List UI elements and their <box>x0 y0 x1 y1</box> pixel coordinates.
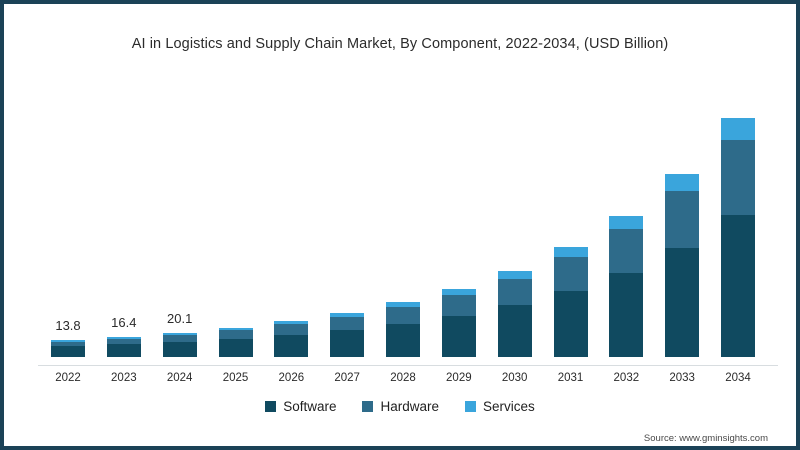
legend-swatch-icon <box>265 401 277 412</box>
x-tick-2029: 2029 <box>446 372 472 384</box>
x-tick-2027: 2027 <box>334 372 360 384</box>
bar-segment-services-2031 <box>553 247 588 258</box>
bar-segment-software-2026 <box>274 334 309 357</box>
bar-2029[interactable] <box>441 288 476 357</box>
bar-segment-hardware-2028 <box>386 307 420 324</box>
bar-segment-hardware-2032 <box>609 228 644 273</box>
x-tick-2031: 2031 <box>557 372 584 384</box>
legend-label: Hardware <box>380 399 440 414</box>
bar-value-label-2023: 16.4 <box>111 315 137 331</box>
bar-segment-software-2024 <box>162 341 197 357</box>
bar-segment-hardware-2030 <box>497 278 532 305</box>
bar-segment-services-2033 <box>665 174 700 191</box>
bar-2028[interactable] <box>386 302 420 357</box>
bar-segment-software-2030 <box>497 305 532 357</box>
bar-2032[interactable] <box>609 216 644 357</box>
bar-segment-hardware-2034 <box>721 139 755 216</box>
bar-segment-services-2026 <box>274 321 309 325</box>
bar-segment-hardware-2025 <box>218 330 253 339</box>
bar-segment-services-2034 <box>721 118 755 140</box>
bar-2026[interactable] <box>274 321 309 357</box>
bar-2027[interactable] <box>330 313 365 357</box>
bar-segment-hardware-2023 <box>106 338 141 345</box>
x-tick-2024: 2024 <box>166 372 193 384</box>
bar-segment-software-2033 <box>665 248 700 357</box>
x-tick-2025: 2025 <box>222 372 249 384</box>
bar-2034[interactable] <box>721 118 755 357</box>
bar-segment-hardware-2033 <box>665 190 700 249</box>
bar-segment-services-2025 <box>218 327 253 331</box>
bar-2022[interactable]: 13.8 <box>51 318 85 357</box>
x-tick-2032: 2032 <box>613 372 640 384</box>
bar-segment-software-2027 <box>330 330 365 357</box>
x-tick-2026: 2026 <box>278 372 305 384</box>
bar-segment-software-2023 <box>106 344 141 357</box>
bar-segment-services-2032 <box>609 216 644 229</box>
bar-segment-services-2028 <box>386 302 420 308</box>
bar-segment-software-2028 <box>386 323 420 357</box>
legend-item-software[interactable]: Software <box>265 399 336 414</box>
legend-swatch-icon <box>362 401 374 412</box>
legend-label: Software <box>283 399 337 414</box>
legend-swatch-icon <box>465 401 477 412</box>
x-tick-2028: 2028 <box>390 372 416 384</box>
bar-segment-software-2025 <box>218 338 253 357</box>
bar-value-label-2024: 20.1 <box>167 310 193 326</box>
x-tick-2030: 2030 <box>501 372 528 384</box>
bar-segment-hardware-2022 <box>51 341 85 347</box>
bar-2023[interactable]: 16.4 <box>106 315 141 357</box>
chart-canvas: AI in Logistics and Supply Chain Market,… <box>8 8 792 444</box>
bar-segment-services-2023 <box>106 337 141 339</box>
x-tick-2023: 2023 <box>111 372 137 384</box>
bar-value-label-2022: 13.8 <box>55 318 81 334</box>
bar-2031[interactable] <box>553 247 588 357</box>
bar-segment-hardware-2027 <box>330 317 365 331</box>
bar-segment-hardware-2031 <box>553 257 588 292</box>
bar-segment-services-2030 <box>497 270 532 279</box>
bar-2025[interactable] <box>218 327 253 357</box>
bar-segment-services-2024 <box>162 332 197 335</box>
x-axis-line <box>38 365 778 366</box>
source-caption: Source: www.gminsights.com <box>643 433 768 444</box>
bar-segment-software-2034 <box>721 215 755 357</box>
chart-legend: Software Hardware Services <box>8 399 792 414</box>
bar-segment-software-2022 <box>51 346 85 357</box>
x-tick-2033: 2033 <box>669 372 695 384</box>
bar-segment-services-2029 <box>441 288 476 295</box>
bar-2033[interactable] <box>665 174 700 357</box>
bar-segment-hardware-2029 <box>441 294 476 316</box>
legend-item-hardware[interactable]: Hardware <box>362 399 439 414</box>
bar-segment-hardware-2026 <box>274 324 309 335</box>
x-tick-2034: 2034 <box>725 372 751 384</box>
legend-item-services[interactable]: Services <box>465 399 535 414</box>
x-tick-2022: 2022 <box>55 372 81 384</box>
bar-2030[interactable] <box>497 270 532 357</box>
bar-segment-software-2029 <box>441 315 476 357</box>
bar-segment-software-2031 <box>553 291 588 357</box>
chart-title: AI in Logistics and Supply Chain Market,… <box>131 36 669 52</box>
bar-2024[interactable]: 20.1 <box>162 311 197 357</box>
bar-segment-software-2032 <box>609 272 644 357</box>
legend-label: Services <box>483 399 535 414</box>
bar-segment-services-2022 <box>51 340 85 342</box>
bar-segment-services-2027 <box>330 313 365 318</box>
bar-segment-hardware-2024 <box>162 334 197 342</box>
